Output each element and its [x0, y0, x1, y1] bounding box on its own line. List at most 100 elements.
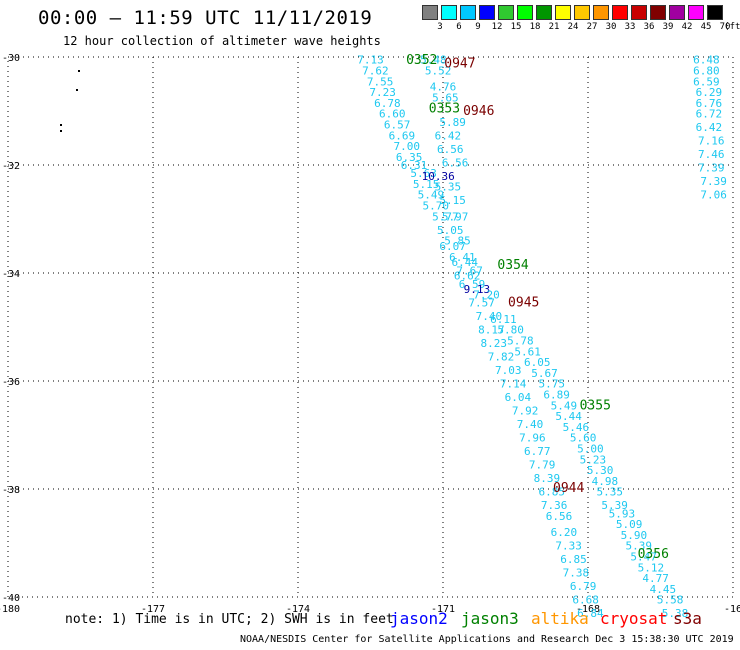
swh-value: 5.90	[621, 529, 648, 542]
color-scale-unit: (ft)	[724, 22, 740, 32]
swh-value: 7.40	[476, 310, 503, 323]
map-frame	[7, 56, 734, 598]
color-scale-label: 42	[681, 22, 693, 32]
swh-value: 6.62	[454, 270, 481, 283]
swh-value: 7.20	[473, 289, 500, 302]
swh-value: 7.13	[357, 54, 384, 67]
swh-value: 6.60	[379, 108, 406, 121]
swh-value: 6.20	[551, 526, 578, 539]
units-note: note: 1) Time is in UTC; 2) SWH is in fe…	[65, 612, 394, 627]
swh-value: 5.89	[439, 116, 466, 129]
swh-value: 5.70	[423, 200, 450, 213]
island-dot	[78, 70, 80, 72]
swh-value: 5.49	[551, 399, 578, 412]
swh-value: 6.56	[442, 156, 469, 169]
lat-tick-label: -40	[2, 593, 20, 604]
map-subtitle: 12 hour collection of altimeter wave hei…	[63, 34, 381, 48]
swh-value: 5.15	[439, 194, 466, 207]
swh-value: 6.44	[452, 256, 479, 269]
swh-value: 6.78	[374, 97, 401, 110]
swh-value: 5.46	[563, 421, 590, 434]
color-scale-swatch	[555, 5, 571, 20]
swh-value: 6.04	[505, 391, 532, 404]
swh-value: 7.06	[700, 189, 727, 202]
map-title: 00:00 – 11:59 UTC 11/11/2019	[38, 7, 373, 29]
swh-value: 5.48	[420, 54, 447, 67]
lat-tick-label: -34	[2, 269, 20, 280]
lon-tick-label: -16	[724, 604, 740, 615]
lon-tick-label: -177	[141, 604, 165, 615]
color-scale-label: 27	[586, 22, 598, 32]
island-dot	[60, 124, 62, 126]
pass-time-label: 0355	[580, 398, 611, 413]
swh-value: 5.35	[597, 486, 624, 499]
swh-value: 6.42	[435, 129, 462, 142]
color-scale-swatch	[536, 5, 552, 20]
swh-value: 5.00	[577, 443, 604, 456]
color-scale-label: 36	[643, 22, 655, 32]
swh-value: 7.92	[512, 405, 539, 418]
swh-value: 5.85	[444, 235, 471, 248]
swh-value: 7.36	[541, 499, 568, 512]
color-scale-label: 12	[491, 22, 503, 32]
color-scale-swatch	[479, 5, 495, 20]
swh-value: 7.38	[563, 567, 590, 580]
swh-value: 5.23	[580, 453, 607, 466]
swh-value: 5.65	[432, 92, 459, 105]
swh-value: 6.41	[449, 251, 476, 264]
swh-value: 5.52	[425, 65, 452, 78]
swh-value: 6.59	[459, 278, 486, 291]
swh-value: 6.89	[543, 389, 570, 402]
swh-value: 5.35	[435, 181, 462, 194]
pass-time-label: 0356	[638, 547, 669, 562]
lon-tick-label: -174	[286, 604, 310, 615]
swh-value: 5.60	[570, 432, 597, 445]
swh-value: 5.39	[601, 499, 628, 512]
swh-value: 7.67	[456, 264, 483, 277]
swh-value: 9.13	[464, 283, 491, 296]
lat-tick-label: -30	[2, 53, 20, 64]
swh-value: 6.11	[490, 313, 517, 326]
legend-s3a: s3a	[673, 609, 702, 628]
color-scale-label: 24	[567, 22, 579, 32]
color-scale-label: 3	[437, 22, 443, 32]
color-scale-label: 70	[719, 22, 731, 32]
swh-value: 6.35	[396, 151, 423, 164]
swh-value: 6.05	[524, 356, 551, 369]
swh-value: 7.57	[468, 297, 495, 310]
swh-value: 6.85	[539, 486, 566, 499]
swh-value: 6.07	[439, 240, 466, 253]
swh-value: 5.61	[514, 345, 541, 358]
swh-value: 6.57	[384, 119, 411, 132]
legend-jason2: jason2	[390, 609, 448, 628]
color-scale-label: 15	[510, 22, 522, 32]
pass-time-label: 0947	[444, 56, 475, 71]
swh-value: 7.55	[367, 75, 394, 88]
pass-time-label: 0353	[429, 101, 460, 116]
swh-value: 6.56	[546, 510, 573, 523]
swh-value: 5.12	[638, 561, 665, 574]
swh-value: 5.44	[555, 410, 582, 423]
swh-value: 6.76	[696, 97, 723, 110]
swh-value: 5.77	[432, 210, 459, 223]
swh-value: 6.72	[696, 108, 723, 121]
color-scale-swatch	[517, 5, 533, 20]
swh-value: 6.59	[693, 75, 720, 88]
swh-value: 7.40	[517, 418, 544, 431]
swh-value: 6.42	[696, 121, 723, 134]
color-scale-swatch	[574, 5, 590, 20]
lat-tick-label: -38	[2, 485, 20, 496]
swh-value: 6.68	[572, 594, 599, 607]
color-scale-label: 33	[624, 22, 636, 32]
swh-value: 4.76	[430, 81, 457, 94]
legend-altika: altika	[531, 609, 589, 628]
swh-value: 10.36	[422, 170, 455, 183]
color-scale-swatch	[441, 5, 457, 20]
pass-time-label: 0352	[406, 53, 437, 68]
pass-time-label: 0354	[497, 258, 528, 273]
swh-value: 7.82	[488, 351, 515, 364]
lat-tick-label: -36	[2, 377, 20, 388]
swh-value: 6.69	[389, 129, 416, 142]
swh-value: 5.09	[616, 518, 643, 531]
